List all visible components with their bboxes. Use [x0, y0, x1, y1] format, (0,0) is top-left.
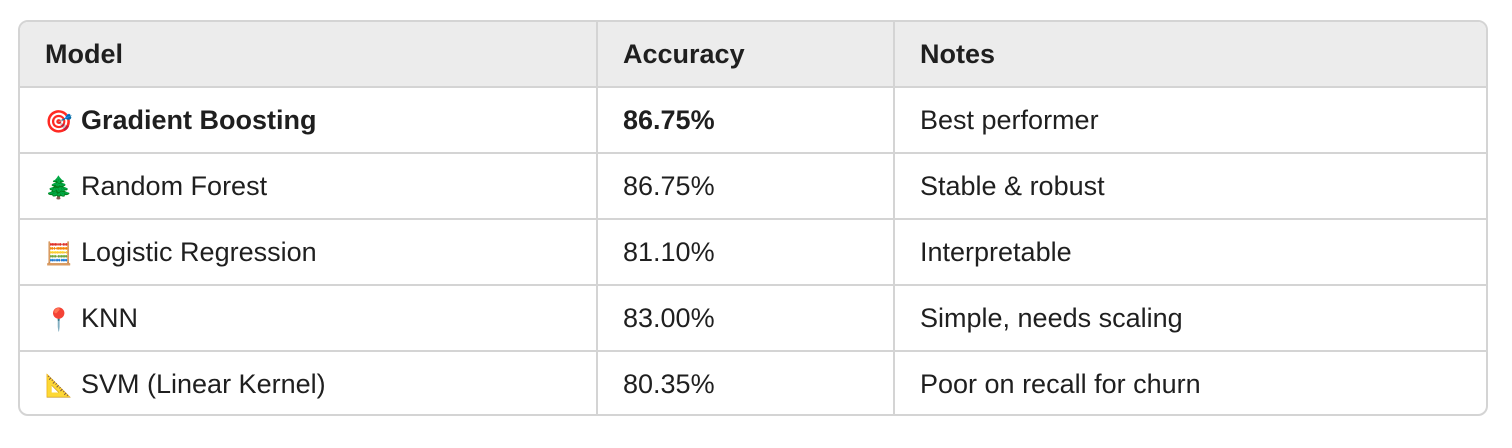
- model-cell: 🌲 Random Forest: [20, 153, 598, 220]
- model-name: SVM (Linear Kernel): [81, 368, 326, 399]
- model-name: Gradient Boosting: [81, 104, 317, 135]
- accuracy-cell: 83.00%: [597, 285, 895, 352]
- notes-cell: Simple, needs scaling: [894, 285, 1486, 352]
- column-header-model: Model: [20, 22, 598, 88]
- model-cell: 🎯 Gradient Boosting: [20, 87, 598, 154]
- notes-cell: Poor on recall for churn: [920, 368, 1201, 399]
- table-row: 🎯 Gradient Boosting 86.75% Best performer: [20, 87, 1486, 154]
- accuracy-cell: 81.10%: [597, 219, 895, 286]
- evergreen-tree-icon: 🌲: [45, 175, 73, 201]
- model-cell: 🧮 Logistic Regression: [20, 219, 598, 286]
- notes-cell: Interpretable: [894, 219, 1486, 286]
- triangular-ruler-icon: 📐: [45, 373, 73, 399]
- table-row: 📍 KNN 83.00% Simple, needs scaling: [20, 285, 1486, 352]
- header-row: Model Accuracy Notes: [20, 22, 1486, 88]
- direct-hit-icon: 🎯: [45, 109, 73, 135]
- notes-cell: Stable & robust: [894, 153, 1486, 220]
- model-comparison-table: Model Accuracy Notes 🎯 Gradient Boosting …: [18, 20, 1488, 416]
- model-name: Random Forest: [81, 170, 268, 201]
- model-name: KNN: [81, 302, 139, 333]
- column-header-accuracy: Accuracy: [597, 22, 895, 88]
- round-pushpin-icon: 📍: [45, 307, 73, 333]
- accuracy-cell: 86.75%: [597, 153, 895, 220]
- results-table: Model Accuracy Notes 🎯 Gradient Boosting …: [20, 22, 1486, 414]
- table-row: 🧮 Logistic Regression 81.10% Interpretabl…: [20, 219, 1486, 286]
- accuracy-cell: 80.35%: [597, 351, 895, 414]
- model-cell: 📍 KNN: [20, 285, 598, 352]
- notes-cell: Best performer: [894, 87, 1486, 154]
- accuracy-cell: 86.75%: [597, 87, 895, 154]
- table-row: 🌲 Random Forest 86.75% Stable & robust: [20, 153, 1486, 220]
- column-header-notes: Notes: [894, 22, 1486, 88]
- model-cell: 📐 SVM (Linear Kernel): [20, 351, 598, 414]
- model-name: Logistic Regression: [81, 236, 317, 267]
- table-row: 📐 SVM (Linear Kernel) 80.35% Poor on reca…: [20, 351, 1486, 414]
- abacus-icon: 🧮: [45, 241, 73, 267]
